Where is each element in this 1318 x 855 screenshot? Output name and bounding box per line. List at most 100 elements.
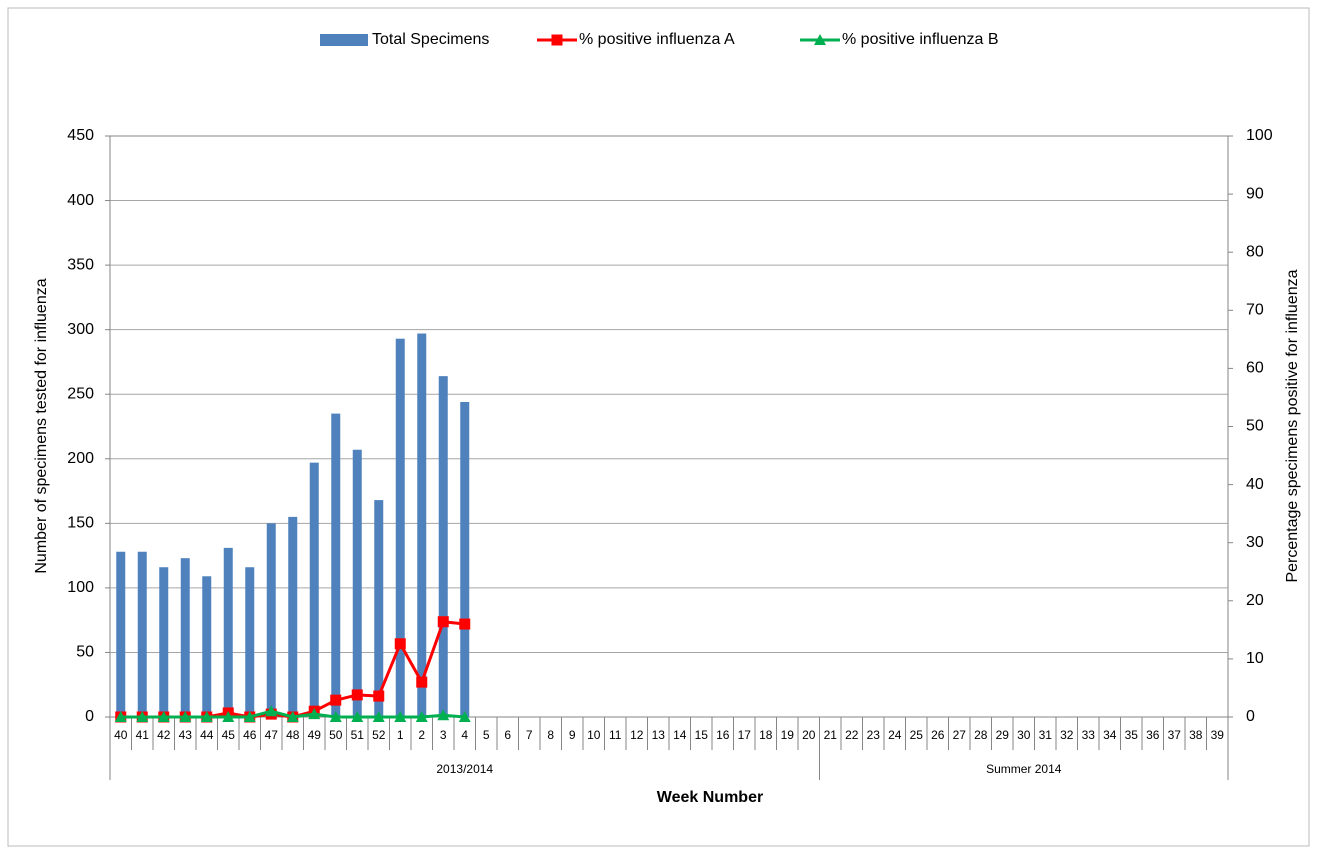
marker <box>330 694 342 706</box>
y-tick-label: 200 <box>67 450 94 467</box>
bar <box>116 551 126 717</box>
x-tick-label: 44 <box>200 728 214 742</box>
y-tick-label: 400 <box>67 192 94 209</box>
marker <box>372 711 385 722</box>
y-tick-label: 100 <box>67 579 94 596</box>
x-tick-label: 4 <box>461 728 468 742</box>
legend-label: % positive influenza A <box>579 31 735 48</box>
bar <box>395 338 405 717</box>
x-tick-label: 40 <box>114 728 128 742</box>
marker <box>351 711 364 722</box>
bar <box>180 558 190 717</box>
marker <box>157 711 170 722</box>
bar <box>460 401 470 717</box>
bar <box>266 523 276 717</box>
x-tick-label: 39 <box>1211 728 1225 742</box>
marker <box>416 676 428 688</box>
x-tick-label: 31 <box>1039 728 1053 742</box>
x-tick-label: 1 <box>397 728 404 742</box>
y2-tick-label: 40 <box>1246 476 1264 493</box>
x-tick-label: 27 <box>953 728 967 742</box>
x-tick-label: 21 <box>824 728 838 742</box>
y2-tick-label: 80 <box>1246 243 1264 260</box>
y2-tick-label: 30 <box>1246 534 1264 551</box>
x-tick-label: 37 <box>1168 728 1182 742</box>
marker <box>308 708 321 720</box>
x-tick-label: 23 <box>867 728 881 742</box>
x-tick-label: 34 <box>1103 728 1117 742</box>
x-tick-label: 13 <box>652 728 666 742</box>
x-tick-label: 41 <box>136 728 150 742</box>
x-tick-label: 14 <box>673 728 687 742</box>
marker <box>459 618 471 630</box>
marker <box>200 711 213 722</box>
x-tick-label: 20 <box>802 728 816 742</box>
x-tick-label: 6 <box>504 728 511 742</box>
marker <box>373 690 385 702</box>
y-tick-label: 350 <box>67 256 94 273</box>
marker <box>179 711 192 722</box>
marker <box>458 711 471 722</box>
y2-tick-label: 20 <box>1246 592 1264 609</box>
marker <box>437 616 449 628</box>
x-tick-label: 26 <box>931 728 945 742</box>
marker <box>286 711 299 722</box>
y-tick-label: 150 <box>67 515 94 532</box>
x-tick-label: 42 <box>157 728 171 742</box>
marker <box>243 711 256 722</box>
x-tick-label: 12 <box>630 728 644 742</box>
group-label: Summer 2014 <box>986 762 1062 776</box>
x-tick-label: 24 <box>888 728 902 742</box>
marker <box>136 711 149 722</box>
x-tick-label: 28 <box>974 728 988 742</box>
x-tick-label: 25 <box>910 728 924 742</box>
bar <box>417 333 427 717</box>
bar <box>309 462 319 717</box>
x-tick-label: 15 <box>695 728 709 742</box>
group-label: 2013/2014 <box>436 762 493 776</box>
y-tick-label: 50 <box>76 644 94 661</box>
marker <box>265 705 278 717</box>
y2-tick-label: 0 <box>1246 708 1255 725</box>
x-tick-label: 3 <box>440 728 447 742</box>
marker <box>351 689 363 701</box>
x-tick-label: 9 <box>569 728 576 742</box>
y-tick-label: 300 <box>67 321 94 338</box>
y2-tick-label: 60 <box>1246 360 1264 377</box>
legend-marker <box>551 34 563 46</box>
x-tick-label: 10 <box>587 728 601 742</box>
x-tick-label: 38 <box>1189 728 1203 742</box>
x-tick-label: 8 <box>547 728 554 742</box>
y2-tick-label: 70 <box>1246 302 1264 319</box>
bar <box>159 567 169 717</box>
legend-swatch <box>320 34 368 46</box>
x-tick-label: 33 <box>1082 728 1096 742</box>
y-tick-label: 0 <box>85 708 94 725</box>
legend-label: Total Specimens <box>372 31 489 48</box>
x-axis-title: Week Number <box>657 789 763 806</box>
x-tick-label: 17 <box>738 728 752 742</box>
x-tick-label: 30 <box>1017 728 1031 742</box>
y-axis-title: Number of specimens tested for influenza <box>33 278 50 573</box>
x-tick-label: 49 <box>308 728 322 742</box>
bar <box>288 516 298 717</box>
x-tick-label: 29 <box>996 728 1010 742</box>
x-tick-label: 19 <box>781 728 795 742</box>
y2-tick-label: 90 <box>1246 185 1264 202</box>
y2-axis-title: Percentage specimens positive for influe… <box>1284 269 1301 582</box>
bar <box>245 567 255 717</box>
x-tick-label: 45 <box>222 728 236 742</box>
x-tick-label: 16 <box>716 728 730 742</box>
marker <box>329 711 342 722</box>
x-tick-label: 11 <box>609 728 622 742</box>
y-tick-label: 450 <box>67 127 94 144</box>
x-tick-label: 46 <box>243 728 257 742</box>
x-tick-label: 43 <box>179 728 193 742</box>
x-tick-label: 51 <box>351 728 365 742</box>
y2-tick-label: 100 <box>1246 127 1273 144</box>
bar <box>202 576 212 717</box>
x-tick-label: 5 <box>483 728 490 742</box>
x-tick-label: 52 <box>372 728 386 742</box>
